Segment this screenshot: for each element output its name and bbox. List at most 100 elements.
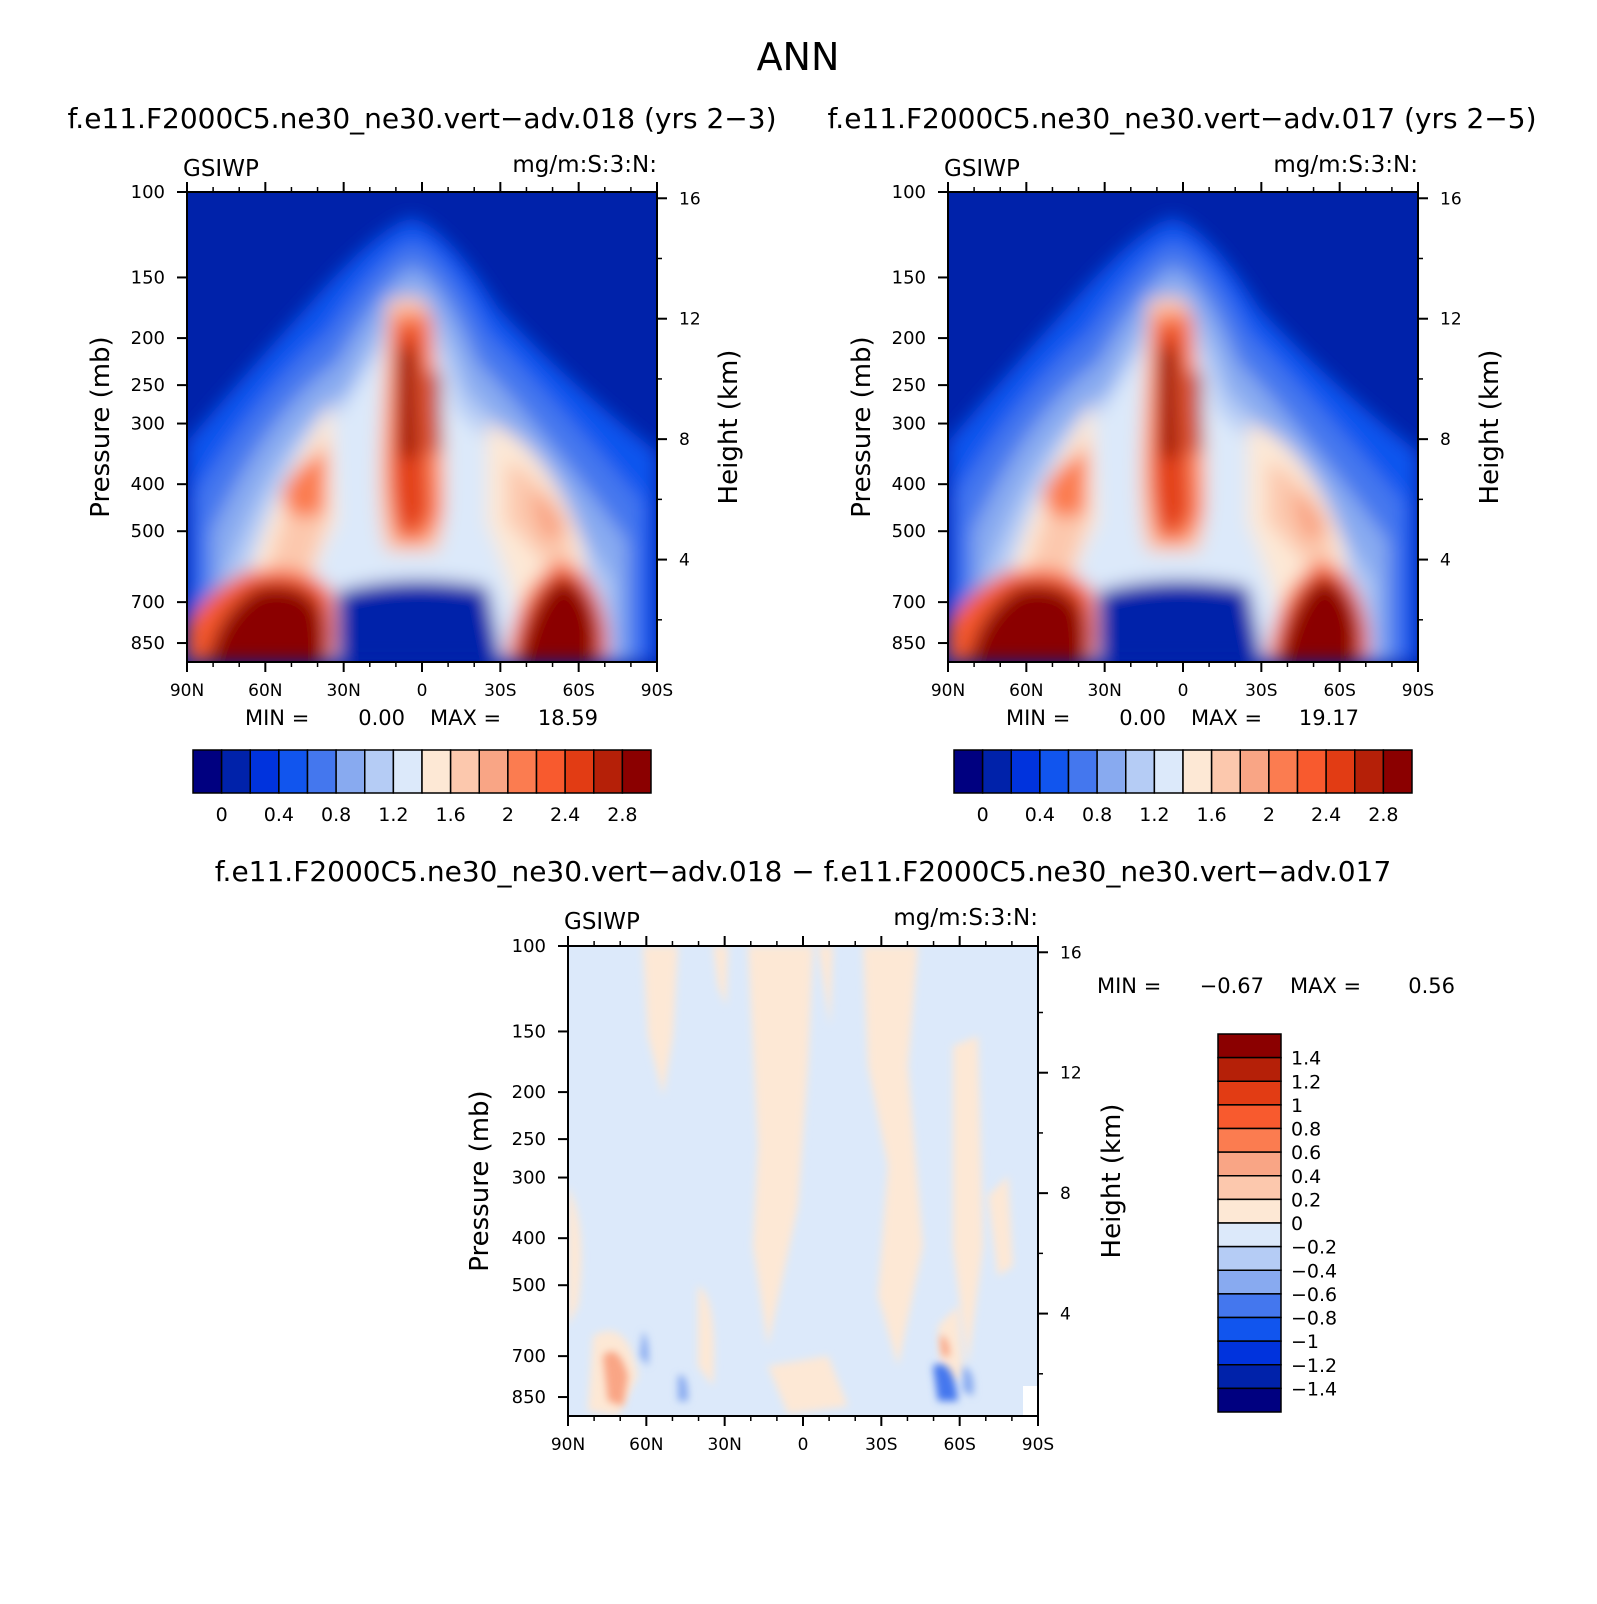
panel-b-colorbar-box bbox=[1153, 749, 1184, 794]
panel-a-title: f.e11.F2000C5.ne30_ne30.vert−adv.018 (yr… bbox=[67, 102, 776, 135]
panel-c-colorbar-label: −0.8 bbox=[1291, 1308, 1337, 1330]
panel-c-ytick-label: 200 bbox=[512, 1082, 546, 1103]
panel-c-colorbar-box bbox=[1217, 1127, 1282, 1153]
panel-c-colorbar-label: 0.2 bbox=[1291, 1189, 1321, 1211]
panel-c-colorbar-label: −1 bbox=[1291, 1331, 1319, 1353]
panel-a-min-label: MIN = bbox=[245, 706, 309, 730]
panel-b-colorbar-box bbox=[1325, 749, 1356, 794]
panel-c-y2tick-label: 12 bbox=[1060, 1064, 1082, 1084]
panel-b-colorbar-box bbox=[1210, 749, 1241, 794]
panel-c-ytick-label: 400 bbox=[512, 1228, 546, 1249]
panel-a-max-label: MAX = bbox=[430, 706, 501, 730]
panel-a-colorbar-box bbox=[192, 749, 223, 794]
panel-c-colorbar-box bbox=[1217, 1269, 1282, 1295]
panel-b-max-label: MAX = bbox=[1191, 706, 1262, 730]
panel-a-ytick-label: 300 bbox=[131, 414, 165, 435]
panel-a-colorbar-label: 1.2 bbox=[378, 804, 408, 826]
panel-c-ytick-label: 500 bbox=[512, 1275, 546, 1296]
panel-a-colorbar-label: 0.4 bbox=[264, 804, 294, 826]
panel-c-max-value: 0.56 bbox=[1408, 974, 1455, 998]
panel-a-xtick-label: 30N bbox=[326, 681, 360, 701]
panel-a-colorbar-box bbox=[421, 749, 452, 794]
panel-a-y2tick-label: 8 bbox=[679, 430, 690, 450]
panel-b-xtick-label: 30N bbox=[1087, 681, 1121, 701]
panel-c-colorbar-label: 0.8 bbox=[1291, 1119, 1321, 1141]
panel-c-colorbar-box bbox=[1217, 1364, 1282, 1390]
panel-c-min-value: −0.67 bbox=[1200, 974, 1264, 998]
panel-c-colorbar-box bbox=[1217, 1033, 1282, 1059]
panel-a-variable: GSIWP bbox=[183, 156, 259, 182]
panel-b-xtick-label: 30S bbox=[1245, 681, 1277, 701]
panel-c-colorbar-box bbox=[1217, 1316, 1282, 1342]
panel-c-colorbar-label: 1.2 bbox=[1291, 1071, 1321, 1093]
panel-a-y2tick-label: 16 bbox=[679, 189, 701, 209]
panel-c-colorbar-label: −1.2 bbox=[1291, 1355, 1337, 1377]
panel-a-colorbar-label: 0.8 bbox=[321, 804, 351, 826]
panel-c-colorbar-box bbox=[1217, 1198, 1282, 1224]
panel-b-title: f.e11.F2000C5.ne30_ne30.vert−adv.017 (yr… bbox=[827, 102, 1536, 135]
panel-b-ytick-label: 150 bbox=[892, 267, 926, 288]
panel-b-xtick-label: 90N bbox=[931, 681, 965, 701]
panel-b-ylabel: Pressure (mb) bbox=[847, 336, 877, 517]
panel-b-variable: GSIWP bbox=[944, 156, 1020, 182]
panel-a-field bbox=[187, 192, 657, 662]
panel-b-colorbar-label: 1.2 bbox=[1139, 804, 1169, 826]
panel-a-ytick-label: 400 bbox=[131, 474, 165, 495]
panel-c-ylabel: Pressure (mb) bbox=[465, 1090, 495, 1271]
panel-b-xtick-label: 0 bbox=[1178, 681, 1189, 701]
panel-a-colorbar-label: 2 bbox=[502, 804, 514, 826]
panel-a-colorbar-box bbox=[278, 749, 309, 794]
panel-c-colorbar-box bbox=[1217, 1340, 1282, 1366]
panel-c-xtick-label: 0 bbox=[798, 1435, 809, 1455]
panel-a-ytick-label: 150 bbox=[131, 267, 165, 288]
panel-c-y2tick-label: 4 bbox=[1060, 1305, 1071, 1325]
panel-b-colorbar-box bbox=[1182, 749, 1213, 794]
panel-c-xtick-label: 90N bbox=[551, 1435, 585, 1455]
panel-c-field bbox=[568, 946, 1038, 1416]
panel-b-colorbar-box bbox=[1354, 749, 1385, 794]
panel-b-colorbar-box bbox=[1010, 749, 1041, 794]
panel-b-ytick-label: 300 bbox=[892, 414, 926, 435]
panel-a-colorbar-box bbox=[249, 749, 280, 794]
panel-b-colorbar-box bbox=[981, 749, 1012, 794]
panel-c-colorbar-label: −1.4 bbox=[1291, 1378, 1337, 1400]
panel-b-min-value: 0.00 bbox=[1119, 706, 1166, 730]
panel-c-ytick-label: 700 bbox=[512, 1346, 546, 1367]
panel-a-colorbar-label: 0 bbox=[216, 804, 228, 826]
panel-a-xtick-label: 0 bbox=[417, 681, 428, 701]
panel-b-colorbar-box bbox=[1067, 749, 1098, 794]
panel-a-colorbar-label: 2.4 bbox=[550, 804, 580, 826]
panel-b-colorbar-label: 0.8 bbox=[1082, 804, 1112, 826]
panel-c-y2label: Height (km) bbox=[1097, 1104, 1127, 1259]
panel-a-ytick-label: 500 bbox=[131, 521, 165, 542]
panel-b-ytick-label: 850 bbox=[892, 633, 926, 654]
panel-b-ytick-label: 700 bbox=[892, 592, 926, 613]
panel-b-colorbar-box bbox=[1039, 749, 1070, 794]
panel-c-ytick-label: 850 bbox=[512, 1387, 546, 1408]
panel-b-y2label: Height (km) bbox=[1475, 350, 1505, 505]
panel-a-colorbar-label: 2.8 bbox=[607, 804, 637, 826]
panel-c-xtick-label: 30S bbox=[865, 1435, 897, 1455]
panel-a-colorbar-box bbox=[220, 749, 251, 794]
figure-title: ANN bbox=[757, 35, 840, 79]
panel-b-units: mg/m:S:3:N: bbox=[1273, 152, 1418, 178]
panel-c-colorbar-label: 1.4 bbox=[1291, 1048, 1321, 1070]
panel-b-min-label: MIN = bbox=[1006, 706, 1070, 730]
panel-a-colorbar-box bbox=[564, 749, 595, 794]
panel-c-colorbar-label: 0.6 bbox=[1291, 1142, 1321, 1164]
panel-b-field bbox=[948, 192, 1418, 662]
panel-a-y2tick-label: 4 bbox=[679, 551, 690, 571]
panel-c-colorbar-box bbox=[1217, 1293, 1282, 1319]
panel-a-colorbar-box bbox=[364, 749, 395, 794]
panel-a-xtick-label: 60N bbox=[248, 681, 282, 701]
panel-b-ytick-label: 250 bbox=[892, 375, 926, 396]
panel-a-ytick-label: 700 bbox=[131, 592, 165, 613]
panel-a-xtick-label: 60S bbox=[562, 681, 594, 701]
panel-b-colorbar-label: 2 bbox=[1263, 804, 1275, 826]
panel-c-ytick-label: 300 bbox=[512, 1168, 546, 1189]
panel-a-colorbar-box bbox=[392, 749, 423, 794]
panel-a-units: mg/m:S:3:N: bbox=[512, 152, 657, 178]
panel-c-max-label: MAX = bbox=[1290, 974, 1361, 998]
panel-b-colorbar-label: 2.4 bbox=[1311, 804, 1341, 826]
panel-c-colorbar-box bbox=[1217, 1222, 1282, 1248]
